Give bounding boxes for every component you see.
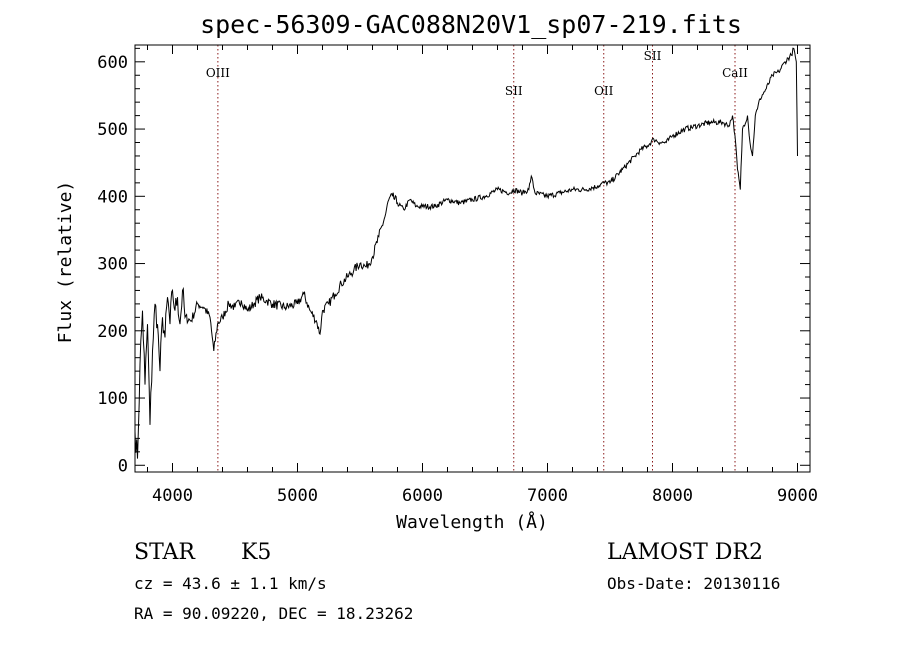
x-tick-label: 4000 (152, 486, 193, 506)
coordinates: RA = 90.09220, DEC = 18.23262 (134, 604, 413, 623)
x-axis-label: Wavelength (Å) (396, 511, 548, 533)
spectral-line-label: OIII (206, 66, 230, 80)
y-tick-label: 400 (97, 187, 128, 207)
axis-ticks: 4000 5000 6000 7000 8000 9000 0 100 200 300 400 500… (97, 45, 818, 506)
y-tick-label: 100 (97, 389, 128, 409)
spectral-line-label: SII (505, 84, 523, 98)
object-subclass: K5 (241, 540, 271, 565)
y-tick-label: 200 (97, 322, 128, 342)
y-tick-label: 500 (97, 120, 128, 140)
x-tick-label: 5000 (277, 486, 318, 506)
y-tick-label: 600 (97, 53, 128, 73)
redshift-value: cz = 43.6 ± 1.1 km/s (134, 574, 327, 593)
y-tick-label: 0 (118, 456, 128, 476)
x-tick-label: 7000 (527, 486, 568, 506)
spectral-line-label: OII (594, 84, 614, 98)
chart-title: spec-56309-GAC088N20V1_sp07-219.fits (200, 10, 742, 39)
spectral-line-label: SII (644, 49, 662, 63)
x-tick-label: 8000 (652, 486, 693, 506)
spectral-line-markers: OIII SII OII SII CaII (206, 45, 748, 472)
object-class: STAR (134, 540, 196, 565)
x-tick-label: 9000 (777, 486, 818, 506)
plot-frame (134, 44, 811, 473)
y-tick-label: 300 (97, 255, 128, 275)
x-tick-label: 6000 (402, 486, 443, 506)
spectral-line-label: CaII (722, 66, 748, 80)
spectrum-line (134, 47, 798, 459)
observation-date: Obs-Date: 20130116 (607, 574, 780, 593)
survey-name: LAMOST DR2 (607, 540, 763, 565)
y-axis-label: Flux (relative) (55, 181, 76, 344)
